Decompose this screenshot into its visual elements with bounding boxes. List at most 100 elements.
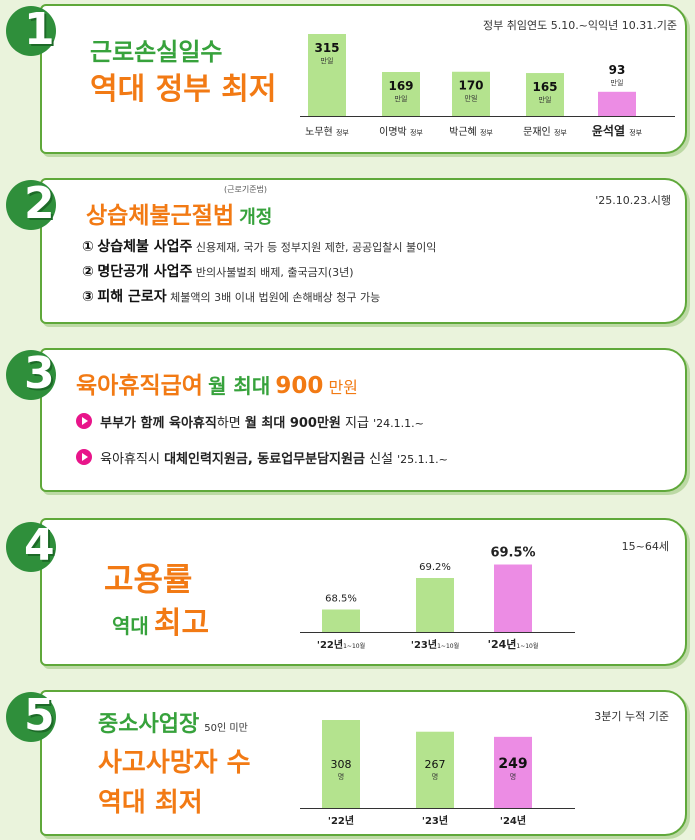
section-5-title-line3: 역대 최저: [98, 788, 203, 818]
section-2-item-1-desc: 신용제재, 국가 등 정부지원 제한, 공공입찰시 불이익: [195, 241, 437, 254]
chart1-category-label: 박근혜 정부: [449, 126, 493, 138]
section-1-title-line1: 근로손실일수: [90, 38, 223, 66]
section-1-number: 1: [24, 4, 55, 55]
section-3-line-1-text-1: 하면: [216, 416, 241, 431]
chart1-bar: [598, 91, 636, 116]
section-2-title: 상습체불근절법 개정: [86, 196, 272, 230]
section-3-title-mid: 월 최대: [208, 374, 271, 398]
section-2-panel: [40, 178, 687, 324]
section-3-title: 육아휴직급여 월 최대 900 만원: [76, 366, 358, 400]
chart2-bar: [416, 578, 454, 632]
chart1-category-label: 노무현 정부: [305, 126, 349, 138]
chart3-category-label: '23년: [422, 814, 448, 827]
section-4-note: 15~64세: [621, 540, 669, 553]
section-5-note: 3분기 누적 기준: [594, 710, 669, 723]
section-2-item-1: ① 상습체불 사업주 신용제재, 국가 등 정부지원 제한, 공공입찰시 불이익: [82, 236, 436, 256]
chart3-value-label: 308: [331, 758, 352, 771]
section-4-panel: [40, 518, 687, 666]
chart1-unit-label: 만일: [611, 78, 624, 87]
section-5-title-line2: 사고사망자 수: [98, 748, 251, 778]
section-2-title-small: (근로기준법): [224, 185, 268, 194]
section-2-number-badge: [6, 180, 56, 230]
section-3-number-badge: [6, 350, 56, 400]
section-2-title-main: 상습체불근절법: [86, 203, 235, 229]
chart3-value-label: 267: [425, 758, 446, 771]
chart1-category-label: 이명박 정부: [379, 126, 423, 138]
section-2-effective-date: '25.10.23.시행: [595, 194, 671, 207]
chart1-unit-label: 만일: [395, 94, 408, 103]
section-2-item-1-marker: ①: [82, 239, 94, 255]
chart1-unit-label: 만일: [321, 56, 334, 65]
chart1-bar: [308, 34, 346, 116]
chart3-bar: [494, 736, 532, 808]
section-2-item-2-label: 명단공개 사업주: [97, 264, 193, 280]
section-5-number-badge: [6, 692, 56, 742]
chart1-value-label: 165: [532, 80, 557, 94]
section-2-item-2-marker: ②: [82, 264, 94, 280]
chart1-category-label: 윤석열 정부: [592, 123, 643, 138]
section-1-title-line2: 역대 정부 최저: [90, 72, 277, 107]
chart1-value-label: 93: [609, 63, 626, 77]
section-5-title-line1: 중소사업장 50인 미만: [98, 706, 248, 738]
section-2-item-3: ③ 피해 근로자 체불액의 3배 이내 법원에 손해배상 청구 가능: [82, 286, 380, 306]
section-3-line-2-text-2: 신설: [369, 452, 393, 467]
section-3-line-1-text-2: 지급: [345, 416, 369, 431]
chart1-unit-label: 만일: [465, 94, 478, 103]
section-5-title-line1-small: 50인 미만: [204, 723, 248, 734]
chart3-bar: [416, 731, 454, 808]
chart1-category-label: 문재인 정부: [523, 126, 567, 138]
chart2-bar: [494, 564, 532, 632]
section-4-title-line2a: 역대: [112, 614, 149, 638]
chart3-unit-label: 명: [338, 772, 344, 781]
chart2-category-label: '22년1~10월: [317, 638, 365, 651]
section-4-number: 4: [24, 520, 55, 571]
section-5-panel: [40, 690, 687, 836]
section-3-line-2-date: '25.1.1.~: [397, 453, 448, 466]
chart1-bar: [452, 71, 490, 116]
chart2-value-label: 68.5%: [325, 594, 357, 605]
section-2-number: 2: [24, 178, 55, 229]
chart3-unit-label: 명: [510, 772, 516, 781]
arrow-right-icon: [76, 413, 92, 429]
chart1-value-label: 169: [388, 79, 413, 93]
section-2-item-2: ② 명단공개 사업주 반의사불벌죄 배제, 출국금지(3년): [82, 261, 354, 281]
chart3-bar: [322, 720, 360, 808]
section-1-number-badge: [6, 6, 56, 56]
chart2-bar: [322, 609, 360, 632]
section-5-number: 5: [24, 690, 55, 741]
section-4-chart: 68.5% '22년1~10월 69.2% '23년1~10월 69.5% '24년1~1…: [300, 546, 575, 651]
section-3-number: 3: [24, 348, 55, 399]
chart1-bar: [526, 73, 564, 116]
section-3-title-value: 900: [275, 373, 324, 399]
chart1-value-label: 170: [458, 79, 483, 93]
section-3-line-1: 부부가 함께 육아휴직하면 월 최대 900만원 지급 '24.1.1.~: [76, 412, 424, 431]
section-2-item-2-desc: 반의사불벌죄 배제, 출국금지(3년): [195, 266, 354, 279]
section-1-note: 정부 취임연도 5.10.~익익년 10.31.기준: [482, 19, 677, 32]
section-3-line-1-bold-2: 월 최대 900만원: [244, 416, 341, 431]
section-3-panel: [40, 348, 687, 492]
section-5-title-line1-main: 중소사업장: [98, 712, 200, 737]
section-2-item-3-marker: ③: [82, 289, 94, 305]
section-3-title-unit: 만원: [328, 378, 358, 397]
chart3-category-label: '22년: [328, 814, 354, 827]
section-2-item-1-label: 상습체불 사업주: [97, 239, 193, 255]
section-3-title-main: 육아휴직급여: [76, 373, 203, 399]
chart3-category-label: '24년: [500, 814, 526, 827]
section-4-title-line1: 고용률: [104, 560, 193, 598]
chart1-bar: [382, 72, 420, 116]
section-3-line-2-text-1: 육아휴직시: [100, 452, 160, 467]
section-3-line-1-bold-1: 부부가 함께 육아휴직: [100, 416, 217, 431]
section-1-panel: [40, 4, 687, 154]
arrow-right-icon: [76, 449, 92, 465]
chart2-value-label: 69.5%: [490, 546, 535, 561]
chart1-unit-label: 만일: [539, 95, 552, 104]
chart2-category-label: '24년1~10월: [488, 637, 539, 651]
section-3-line-2: 육아휴직시 대체인력지원금, 동료업무분담지원금 신설 '25.1.1.~: [76, 448, 448, 467]
chart3-value-label: 249: [498, 756, 527, 772]
section-2-item-3-label: 피해 근로자: [97, 289, 167, 305]
section-2-item-3-desc: 체불액의 3배 이내 법원에 손해배상 청구 가능: [170, 291, 381, 304]
chart2-value-label: 69.2%: [419, 562, 451, 573]
section-4-title-line2: 역대 최고: [112, 598, 209, 642]
